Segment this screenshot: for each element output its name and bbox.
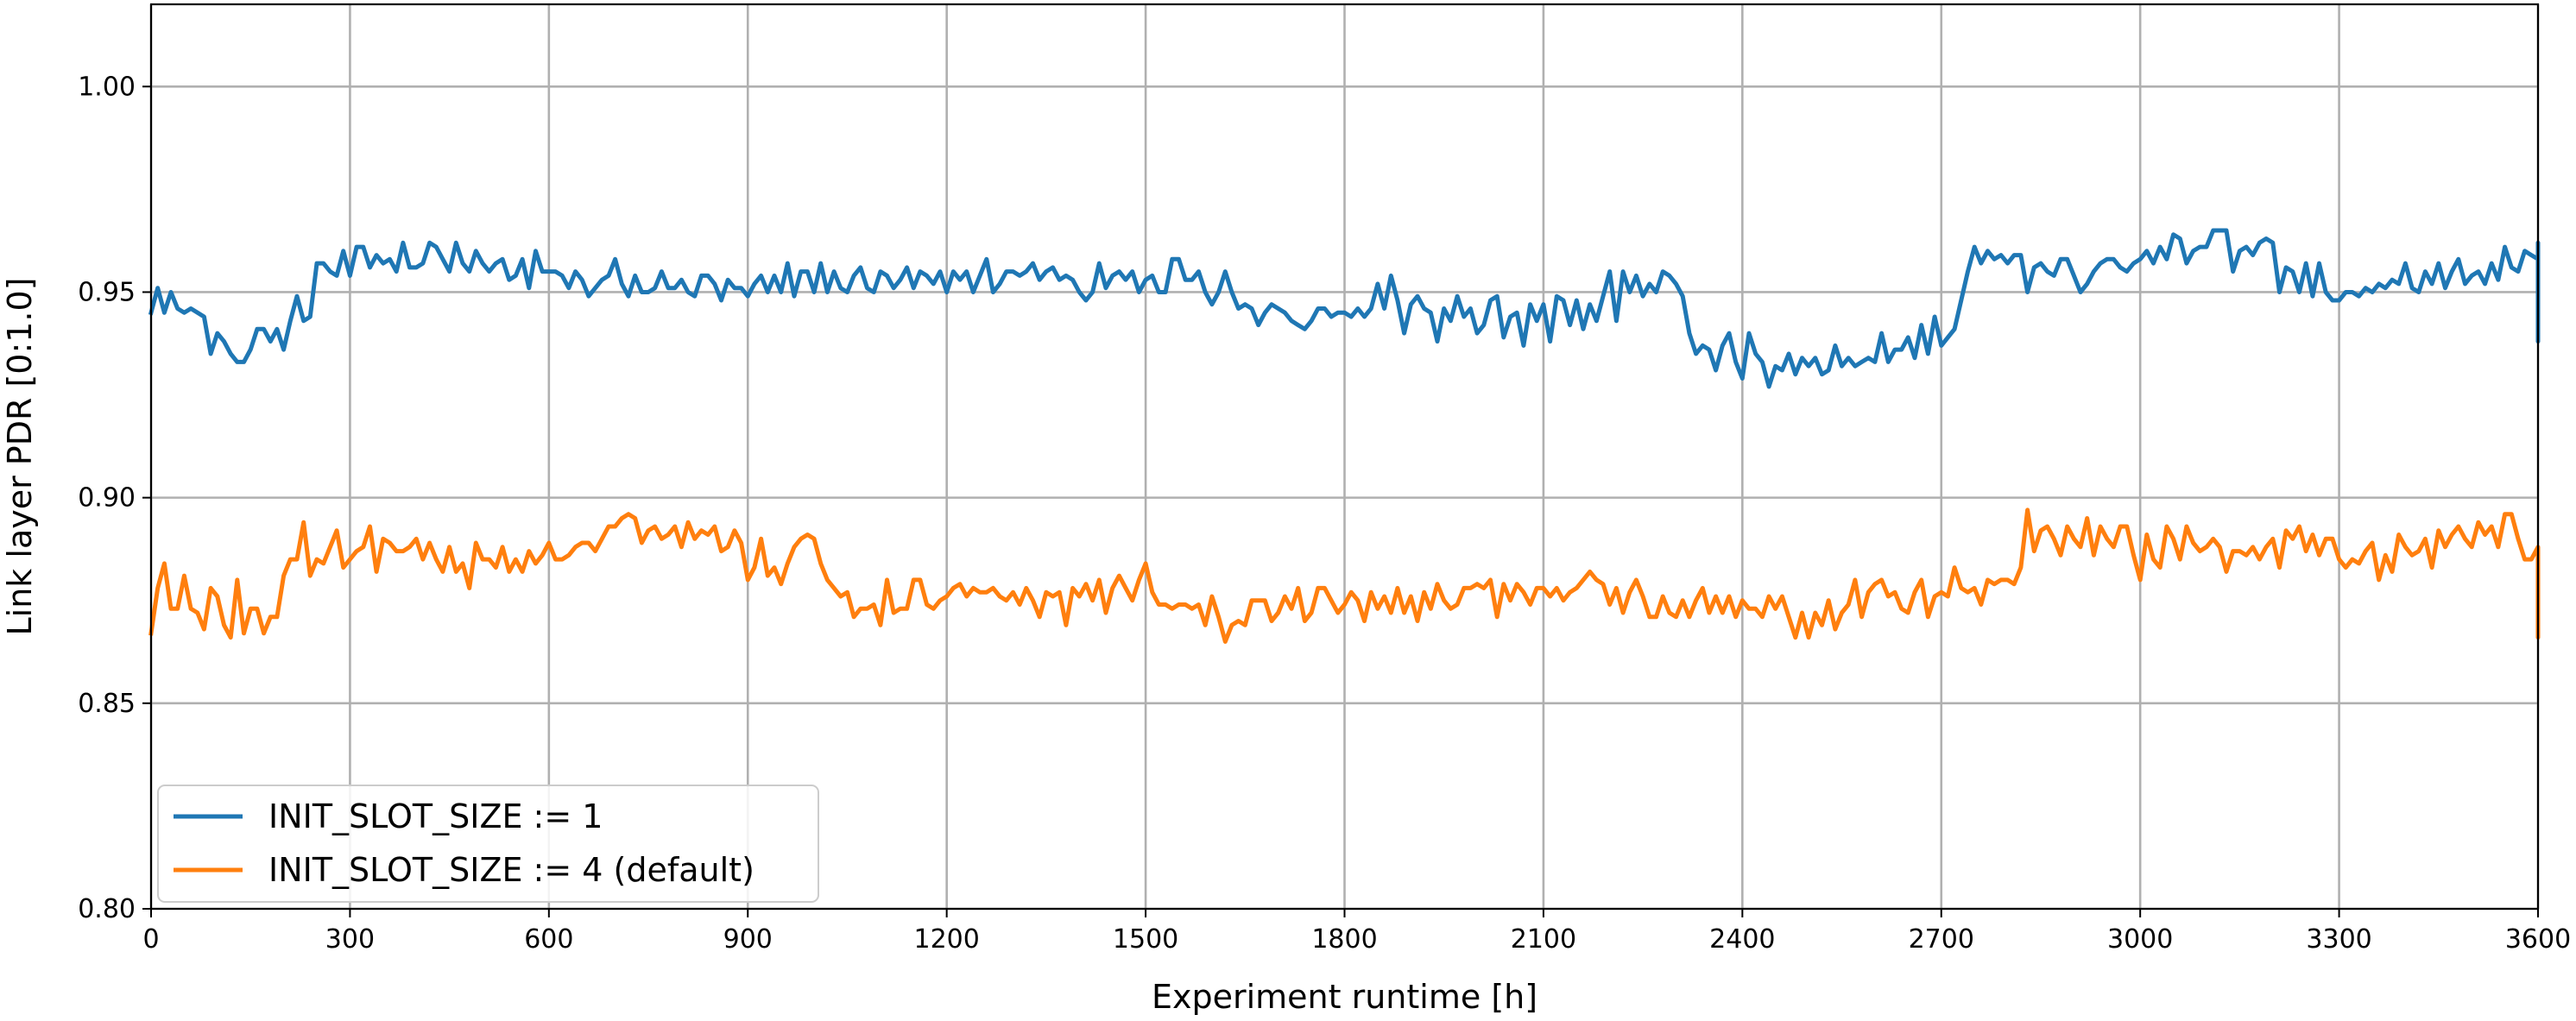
tick-marks xyxy=(142,85,2539,917)
x-tick-label: 600 xyxy=(524,924,573,955)
x-axis-label: Experiment runtime [h] xyxy=(1152,978,1537,1016)
x-tick-label: 2700 xyxy=(1909,924,1974,955)
tick-labels: 0 300 600 900 1200 1500 1800 2100 2400 2700 3000 33… xyxy=(78,72,2571,955)
series-line-1 xyxy=(148,228,2541,389)
x-tick-label: 3300 xyxy=(2306,924,2371,955)
legend-label-series-1: INIT_SLOT_SIZE := 1 xyxy=(268,797,603,835)
y-tick-label: 0.85 xyxy=(78,689,136,719)
x-tick-label: 3000 xyxy=(2107,924,2173,955)
legend-label-series-2: INIT_SLOT_SIZE := 4 (default) xyxy=(268,851,754,889)
x-tick-label: 0 xyxy=(142,924,159,955)
x-tick-label: 2100 xyxy=(1511,924,1576,955)
y-tick-label: 0.95 xyxy=(78,277,136,307)
y-tick-label: 0.90 xyxy=(78,483,136,514)
y-tick-label: 0.80 xyxy=(78,894,136,924)
x-tick-label: 1800 xyxy=(1311,924,1377,955)
y-axis-label: Link layer PDR [0:1.0] xyxy=(1,277,39,635)
series-layer xyxy=(148,228,2541,644)
x-tick-label: 3600 xyxy=(2505,924,2571,955)
y-tick-label: 1.00 xyxy=(78,72,136,102)
x-tick-label: 1200 xyxy=(913,924,979,955)
x-tick-label: 2400 xyxy=(1709,924,1775,955)
x-tick-label: 1500 xyxy=(1113,924,1178,955)
legend: INIT_SLOT_SIZE := 1 INIT_SLOT_SIZE := 4 … xyxy=(157,785,819,903)
series-line-2 xyxy=(148,507,2541,644)
x-tick-label: 900 xyxy=(723,924,773,955)
x-tick-label: 300 xyxy=(325,924,375,955)
legend-box xyxy=(157,785,819,903)
